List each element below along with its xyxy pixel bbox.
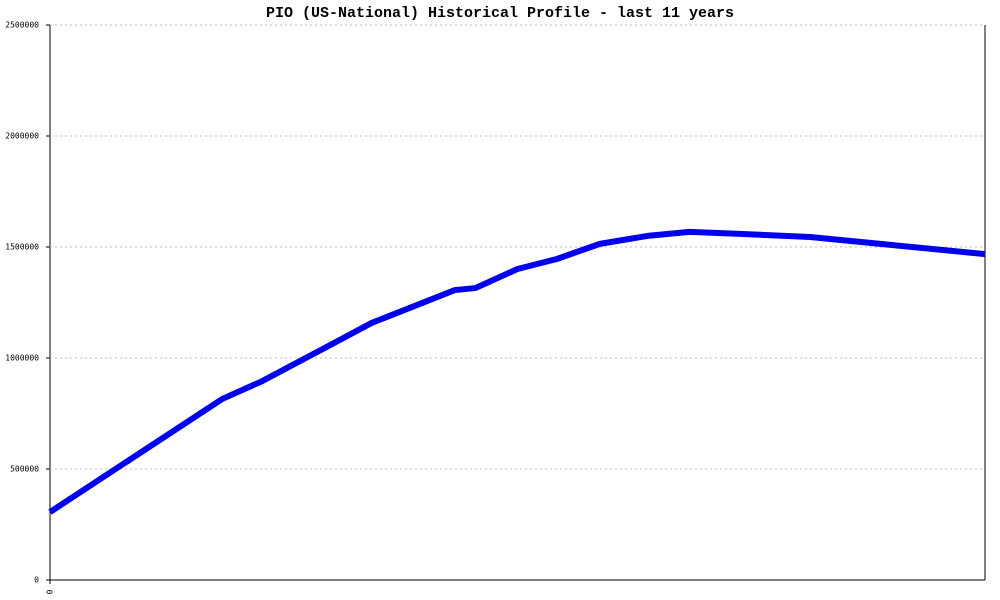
y-tick-label: 2000000 xyxy=(5,132,39,141)
y-tick-label: 0 xyxy=(34,576,39,585)
y-tick-label: 1500000 xyxy=(5,243,39,252)
y-tick-label: 1000000 xyxy=(5,354,39,363)
chart-title: PIO (US-National) Historical Profile - l… xyxy=(266,5,734,22)
y-tick-label: 500000 xyxy=(10,465,39,474)
data-line xyxy=(48,228,986,515)
y-tick-label: 2500000 xyxy=(5,21,39,30)
x-tick-label: 0 xyxy=(46,589,55,594)
